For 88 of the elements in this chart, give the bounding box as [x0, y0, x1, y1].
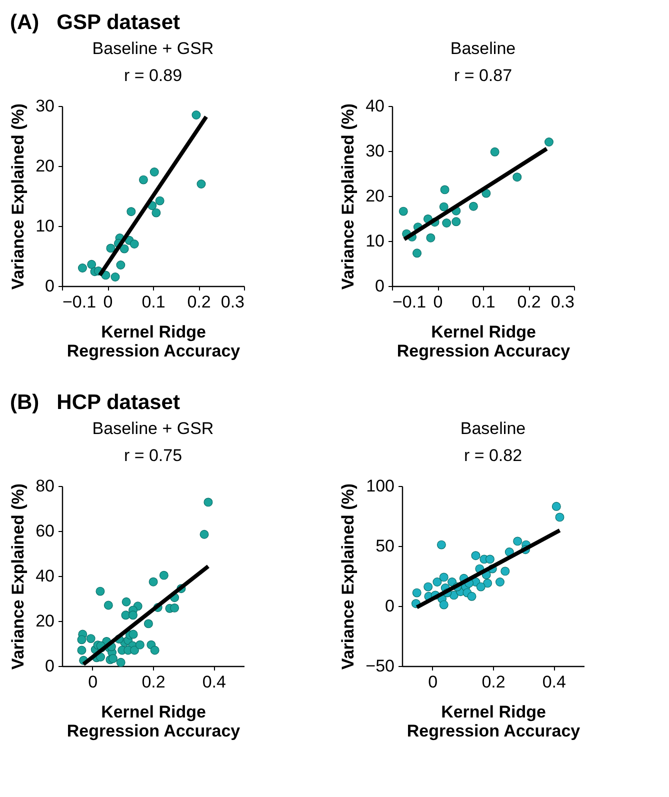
point — [159, 570, 168, 580]
x-tick-label: −0.1 — [62, 292, 96, 312]
point — [128, 630, 138, 639]
x-tick-label: 0.4 — [542, 672, 566, 692]
chart-subtitle: r = 0.87 — [454, 66, 512, 85]
point — [108, 654, 118, 664]
y-tick-label: 30 — [36, 96, 54, 116]
y-axis-title: Variance Explained (%) — [338, 483, 358, 670]
point — [424, 582, 433, 592]
point — [467, 592, 476, 601]
chart-title: Baseline — [450, 39, 516, 58]
y-axis-title: Variance Explained (%) — [338, 103, 358, 290]
y-tick-label: −50 — [366, 656, 394, 676]
point — [150, 646, 160, 655]
chart-subtitle: r = 0.82 — [464, 446, 522, 465]
point — [96, 586, 105, 596]
y-tick-label: 80 — [36, 476, 54, 496]
x-tick-label: 0.3 — [550, 292, 574, 312]
point — [122, 597, 131, 606]
point — [555, 512, 564, 522]
point — [116, 658, 126, 667]
point — [432, 578, 442, 586]
point — [104, 600, 113, 610]
point — [86, 634, 96, 644]
point — [495, 578, 504, 586]
point — [121, 610, 130, 620]
y-tick-label: 0 — [375, 276, 384, 296]
point — [204, 498, 213, 507]
point — [135, 640, 144, 650]
point — [200, 530, 209, 539]
x-axis-title: Kernel Ridge Regression Accuracy — [66, 702, 241, 740]
x-tick-label: −0.1 — [392, 292, 426, 312]
y-tick-label: 20 — [36, 156, 54, 176]
chart-title: Baseline — [460, 419, 526, 438]
y-tick-label: 0 — [385, 596, 394, 616]
x-tick-label: 0 — [103, 292, 113, 312]
point — [513, 536, 522, 546]
point — [483, 578, 492, 588]
point — [148, 577, 158, 586]
y-tick-label: 40 — [36, 566, 54, 586]
text: (B) HCP dataset — [10, 391, 180, 414]
y-tick-label: 0 — [45, 656, 54, 676]
y-tick-label: 10 — [36, 216, 54, 236]
point — [170, 603, 180, 612]
x-tick-label: 0 — [433, 292, 443, 312]
y-tick-label: 30 — [366, 142, 384, 160]
x-tick-label: 0.2 — [482, 672, 506, 692]
point — [471, 551, 480, 560]
point — [128, 610, 138, 620]
x-tick-label: 0 — [88, 672, 98, 692]
y-tick-label: 60 — [36, 522, 54, 540]
x-axis-title: Kernel Ridge Regression Accuracy — [396, 322, 571, 360]
x-tick-label: 0.2 — [517, 292, 541, 312]
point — [439, 600, 448, 610]
point — [77, 635, 86, 644]
point — [77, 646, 86, 655]
chart-title: Baseline + GSR — [92, 419, 214, 438]
y-axis-title: Variance Explained (%) — [8, 103, 28, 290]
x-tick-label: 0 — [428, 672, 438, 692]
y-tick-label: 10 — [366, 232, 384, 250]
y-axis-title: Variance Explained (%) — [8, 483, 28, 670]
point — [144, 619, 153, 628]
x-tick-label: 0.1 — [472, 292, 496, 312]
point — [412, 588, 422, 598]
x-tick-label: 0.2 — [142, 672, 166, 692]
chart-subtitle: r = 0.75 — [124, 446, 182, 465]
point — [436, 540, 446, 550]
point — [439, 572, 448, 582]
point — [476, 582, 486, 592]
y-tick-label: 0 — [45, 276, 54, 296]
chart-subtitle: r = 0.89 — [124, 66, 182, 85]
x-axis-title: Kernel Ridge Regression Accuracy — [66, 322, 241, 360]
y-tick-label: 50 — [376, 536, 394, 556]
y-tick-label: 40 — [366, 96, 384, 116]
point — [500, 566, 510, 576]
y-tick-label: 20 — [36, 612, 54, 630]
point — [130, 646, 139, 655]
point — [485, 554, 494, 564]
x-tick-label: 0.2 — [187, 292, 211, 312]
y-tick-label: 100 — [366, 476, 394, 496]
x-axis-title: Kernel Ridge Regression Accuracy — [406, 702, 581, 740]
x-tick-label: 0.1 — [142, 292, 166, 312]
text: (A) GSP dataset — [10, 11, 180, 34]
y-tick-label: 20 — [366, 186, 384, 206]
point — [552, 502, 561, 511]
chart-title: Baseline + GSR — [92, 39, 214, 58]
x-tick-label: 0.3 — [220, 292, 244, 312]
x-tick-label: 0.4 — [202, 672, 226, 692]
